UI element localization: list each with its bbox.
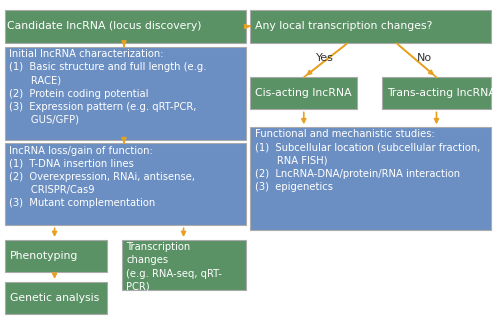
FancyBboxPatch shape bbox=[250, 77, 357, 109]
Text: Transcription
changes
(e.g. RNA-seq, qRT-
PCR): Transcription changes (e.g. RNA-seq, qRT… bbox=[126, 242, 222, 292]
FancyBboxPatch shape bbox=[5, 47, 246, 140]
Text: Functional and mechanistic studies:
(1)  Subcellular location (subcellular fract: Functional and mechanistic studies: (1) … bbox=[255, 129, 481, 192]
FancyBboxPatch shape bbox=[5, 10, 246, 43]
FancyBboxPatch shape bbox=[250, 127, 491, 230]
Text: Any local transcription changes?: Any local transcription changes? bbox=[255, 21, 433, 32]
Text: Initial lncRNA characterization:
(1)  Basic structure and full length (e.g.
    : Initial lncRNA characterization: (1) Bas… bbox=[9, 49, 206, 125]
Text: Genetic analysis: Genetic analysis bbox=[10, 293, 99, 303]
Text: No: No bbox=[417, 53, 432, 63]
Text: Cis-acting lncRNA: Cis-acting lncRNA bbox=[255, 88, 352, 99]
Text: Phenotyping: Phenotyping bbox=[10, 251, 78, 261]
FancyBboxPatch shape bbox=[5, 282, 107, 314]
Text: Yes: Yes bbox=[316, 53, 334, 63]
FancyBboxPatch shape bbox=[250, 10, 491, 43]
Text: lncRNA loss/gain of function:
(1)  T-DNA insertion lines
(2)  Overexpression, RN: lncRNA loss/gain of function: (1) T-DNA … bbox=[9, 146, 195, 208]
FancyBboxPatch shape bbox=[122, 240, 246, 290]
FancyBboxPatch shape bbox=[5, 240, 107, 272]
FancyBboxPatch shape bbox=[5, 143, 246, 225]
Text: Trans-acting lncRNA: Trans-acting lncRNA bbox=[387, 88, 496, 99]
FancyBboxPatch shape bbox=[382, 77, 491, 109]
Text: Candidate lncRNA (locus discovery): Candidate lncRNA (locus discovery) bbox=[7, 21, 202, 32]
